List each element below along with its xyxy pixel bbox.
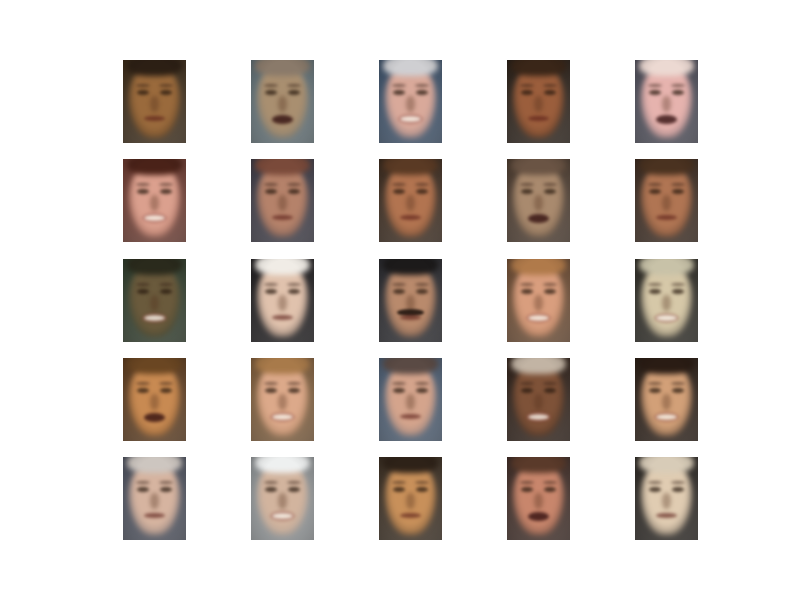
face-image [123,259,186,342]
face-image [251,259,314,342]
face-image [507,159,570,242]
face-image [507,457,570,540]
face-image [635,159,698,242]
face-image [379,60,442,143]
face-image [635,457,698,540]
face-image [123,159,186,242]
face-image [635,358,698,441]
face-image [251,457,314,540]
face-image [507,358,570,441]
face-image [251,358,314,441]
face-image [123,60,186,143]
face-image [379,259,442,342]
face-image [507,60,570,143]
face-image [507,259,570,342]
face-image [635,259,698,342]
face-image [251,159,314,242]
face-image [379,457,442,540]
face-image [123,457,186,540]
face-image [635,60,698,143]
face-image [251,60,314,143]
face-image [123,358,186,441]
face-image [379,159,442,242]
face-image [379,358,442,441]
